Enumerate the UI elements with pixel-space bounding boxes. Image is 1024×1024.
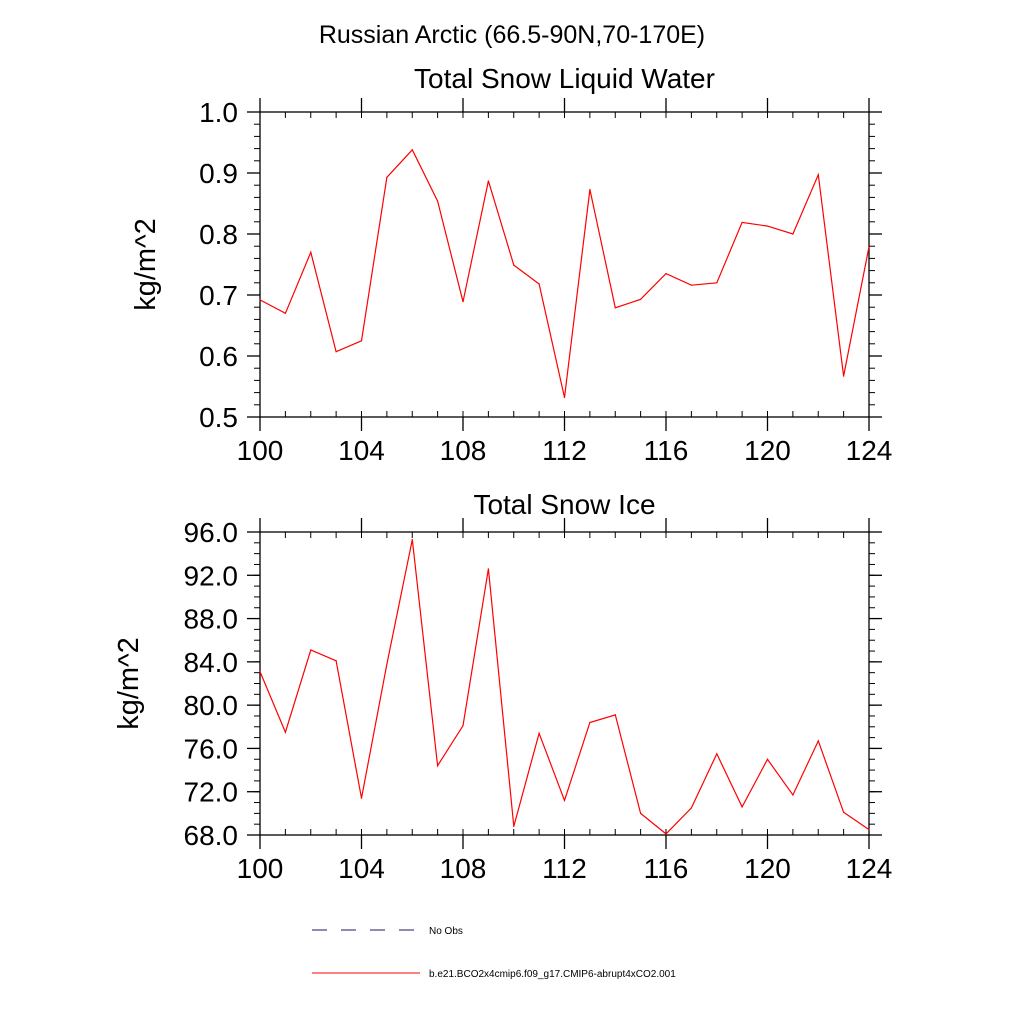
- x-tick-label: 116: [644, 435, 689, 466]
- data-point: [817, 174, 819, 176]
- y-tick-label: 0.7: [199, 280, 238, 311]
- x-tick-label: 124: [846, 435, 893, 466]
- data-point: [513, 264, 515, 266]
- data-point: [487, 180, 489, 182]
- data-point: [462, 301, 464, 303]
- data-point: [716, 753, 718, 755]
- data-point: [386, 663, 388, 665]
- y-tick-label: 68.0: [184, 820, 239, 851]
- data-point: [690, 284, 692, 286]
- panel-snow-ice: Total Snow Ice kg/m^2 100 104 108 112 116 120…: [113, 489, 892, 884]
- y-tick-label: 80.0: [184, 690, 239, 721]
- data-point: [335, 660, 337, 662]
- data-point: [284, 312, 286, 314]
- data-point: [741, 221, 743, 224]
- data-point: [513, 825, 515, 827]
- data-point: [716, 282, 718, 284]
- y-tick-label: 92.0: [184, 560, 239, 591]
- data-point: [868, 828, 870, 831]
- data-point: [665, 833, 667, 835]
- panel-snow-liquid-water: Total Snow Liquid Water kg/m^2 100 104 108…: [130, 63, 892, 466]
- y-tick-label: 84.0: [184, 647, 239, 678]
- data-point: [640, 812, 642, 814]
- data-point: [690, 807, 692, 809]
- data-point: [411, 538, 413, 541]
- x-tick-label: 120: [744, 435, 791, 466]
- x-tick-label: 116: [644, 853, 689, 884]
- data-point: [310, 649, 312, 651]
- data-point: [360, 797, 363, 799]
- x-tick-label: 112: [542, 853, 587, 884]
- series-line: [259, 148, 870, 398]
- data-point: [487, 568, 489, 570]
- data-point: [766, 758, 769, 760]
- panel-title: Total Snow Ice: [473, 489, 655, 520]
- panel-title: Total Snow Liquid Water: [414, 63, 715, 94]
- data-point: [437, 765, 439, 767]
- legend-label-no-obs: No Obs: [429, 926, 463, 937]
- plot-frame: [259, 111, 870, 418]
- y-tick-label: 0.9: [199, 158, 238, 189]
- y-axis-label: kg/m^2: [113, 637, 145, 730]
- x-tick-label: 108: [440, 435, 487, 466]
- data-point: [284, 731, 286, 733]
- data-point: [589, 188, 591, 191]
- legend-label-model-run: b.e21.BCO2x4cmip6.f09_g17.CMIP6-abrupt4x…: [429, 969, 676, 980]
- x-tick-label: 120: [744, 853, 791, 884]
- y-tick-label: 88.0: [184, 604, 239, 635]
- data-point: [437, 200, 439, 202]
- legend: No Obs b.e21.BCO2x4cmip6.f09_g17.CMIP6-a…: [312, 926, 676, 980]
- figure-suptitle: Russian Arctic (66.5-90N,70-170E): [319, 21, 705, 49]
- y-axis-label: kg/m^2: [130, 218, 162, 311]
- data-point: [360, 340, 363, 342]
- data-point: [868, 246, 870, 248]
- y-tick-label: 1.0: [199, 97, 238, 128]
- x-tick-label: 104: [338, 853, 385, 884]
- x-tick-label: 100: [237, 435, 284, 466]
- x-tick-label: 108: [440, 853, 487, 884]
- data-point: [614, 714, 616, 716]
- y-tick-label: 96.0: [184, 517, 239, 548]
- plot-frame: [259, 531, 870, 836]
- y-tick-label: 0.6: [199, 341, 238, 372]
- data-point: [538, 732, 540, 734]
- data-point: [259, 299, 261, 301]
- data-point: [614, 307, 616, 309]
- data-point: [817, 740, 819, 742]
- data-point: [310, 251, 312, 253]
- x-tick-label: 104: [338, 435, 385, 466]
- data-point: [462, 725, 464, 727]
- data-point: [792, 794, 794, 796]
- data-point: [589, 721, 591, 724]
- data-point: [843, 811, 845, 813]
- data-point: [766, 225, 769, 227]
- data-point: [538, 283, 540, 285]
- data-point: [259, 670, 261, 673]
- x-tick-label: 124: [846, 853, 893, 884]
- data-point: [335, 351, 337, 353]
- data-point: [411, 149, 413, 151]
- data-point: [386, 176, 388, 178]
- x-tick-label: 100: [237, 853, 284, 884]
- data-point: [843, 375, 845, 377]
- data-point: [792, 233, 794, 235]
- data-point: [640, 298, 642, 300]
- x-tick-label: 112: [542, 435, 587, 466]
- data-point: [563, 396, 566, 399]
- data-point: [741, 806, 743, 808]
- y-tick-label: 72.0: [184, 777, 239, 808]
- data-point: [665, 273, 667, 275]
- y-tick-label: 0.8: [199, 219, 238, 250]
- y-tick-label: 0.5: [199, 402, 238, 433]
- series-line: [259, 539, 870, 835]
- y-tick-label: 76.0: [184, 733, 239, 764]
- data-point: [563, 799, 566, 801]
